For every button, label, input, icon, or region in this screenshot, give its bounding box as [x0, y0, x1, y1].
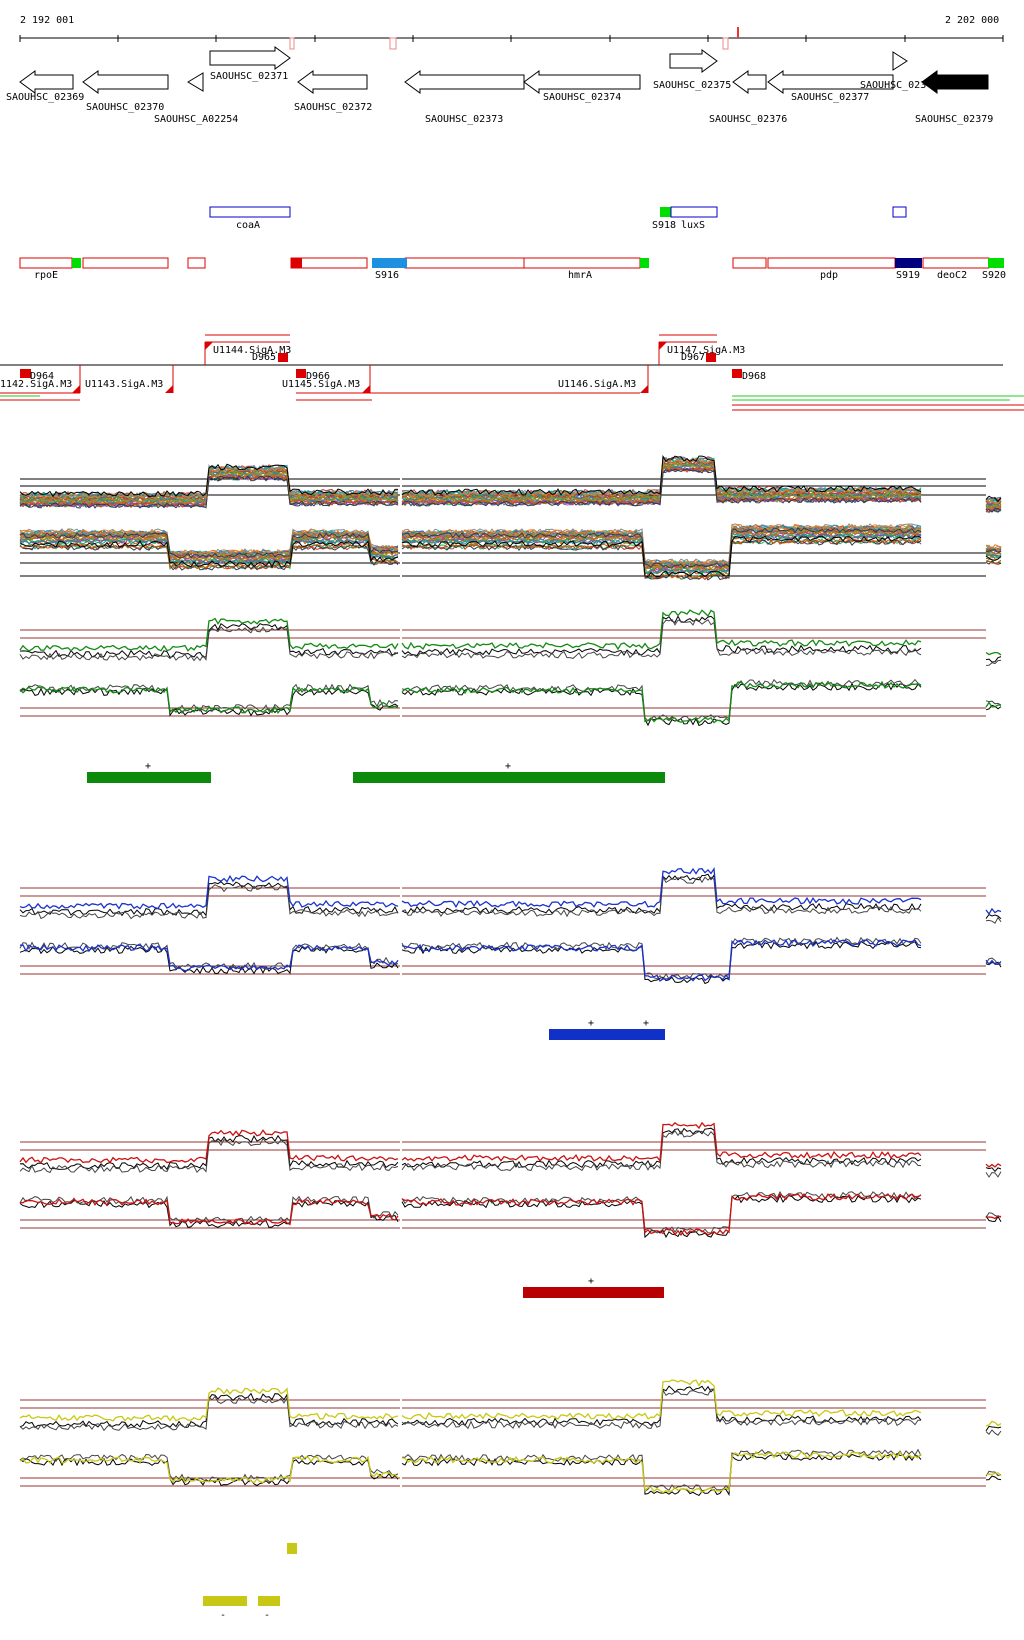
axis-start-label: 2 192 001	[20, 15, 74, 26]
expression-profile	[19, 1450, 1002, 1494]
expression-profile	[19, 680, 1002, 724]
red-feature-track: rpoE S916 hmrA pdp S919 deoC2 S920	[19, 257, 1006, 281]
expression-profile	[19, 533, 1002, 575]
segment-bar-green[interactable]	[87, 772, 211, 783]
segment-bar-green[interactable]	[353, 772, 665, 783]
segment-bar-yellow[interactable]	[258, 1596, 280, 1606]
segment-sign: -	[220, 1610, 226, 1621]
expression-profile	[19, 615, 1002, 663]
segment-bar-yellow[interactable]	[287, 1543, 297, 1554]
gene-label: SAOUHSC_02376	[709, 114, 787, 125]
terminator-label: D964	[30, 371, 54, 382]
expression-profile	[19, 1194, 1002, 1239]
operon-label: U1145.SigA.M3	[282, 379, 360, 390]
gene-label: SAOUHSC_02370	[86, 102, 164, 113]
gene-label: SAOUHSC_02371	[210, 71, 288, 82]
expression-profile	[19, 527, 1002, 569]
gene-label: SAOUHSC_02372	[294, 102, 372, 113]
gene-label: SAOUHSC_023	[860, 80, 926, 91]
terminator-label: D967	[681, 352, 705, 363]
expression-profile	[19, 1379, 1002, 1427]
expression-profile	[19, 936, 1002, 980]
segment-sign: -	[264, 1610, 270, 1621]
feature-box[interactable]	[670, 206, 718, 218]
segment-sign: +	[588, 1276, 594, 1287]
expression-profile	[19, 1192, 1002, 1237]
expression-tracks	[19, 454, 1002, 1497]
segment-sign: +	[145, 761, 151, 772]
axis-end-label: 2 202 000	[945, 15, 999, 26]
expression-profile	[19, 1121, 1002, 1168]
feature-label: coaA	[236, 220, 260, 231]
expression-profile	[19, 1448, 1002, 1493]
feature-label: S920	[982, 270, 1006, 281]
gene-arrow[interactable]	[82, 70, 169, 94]
feature-label: deoC2	[937, 270, 967, 281]
feature-label: luxS	[681, 220, 705, 231]
operon-label: U1144.SigA.M3	[213, 345, 291, 356]
gene-arrow[interactable]	[19, 70, 74, 94]
segment-bar-blue[interactable]	[549, 1029, 665, 1040]
feature-label: S918	[652, 220, 676, 231]
gene-arrow[interactable]	[523, 70, 641, 94]
gene-label: SAOUHSC_02373	[425, 114, 503, 125]
feature-label: S919	[896, 270, 920, 281]
expression-profile	[19, 939, 1002, 982]
expression-profile	[19, 1190, 1002, 1234]
gene-arrow[interactable]	[732, 70, 767, 94]
terminator-label: D966	[306, 371, 330, 382]
transcription-unit-track: U1144.SigA.M3 U1147.SigA.M3 1142.SigA.M3…	[0, 334, 1024, 411]
segment-sign: +	[643, 1018, 649, 1029]
gene-label: SAOUHSC_02377	[791, 92, 869, 103]
expression-profile	[19, 535, 1002, 578]
gene-arrow[interactable]	[892, 51, 908, 71]
feature-label: rpoE	[34, 270, 58, 281]
gene-track: SAOUHSC_02369 SAOUHSC_02370 SAOUHSC_A022…	[6, 46, 993, 125]
gene-label: SAOUHSC_A02254	[154, 114, 238, 125]
segment-bar-red[interactable]	[523, 1287, 664, 1298]
segment-sign: +	[588, 1018, 594, 1029]
gene-arrow[interactable]	[404, 70, 525, 94]
feature-label: S916	[375, 270, 399, 281]
feature-box[interactable]	[209, 206, 291, 218]
gene-arrow[interactable]	[209, 46, 291, 70]
gene-label: SAOUHSC_02374	[543, 92, 621, 103]
feature-label: hmrA	[568, 270, 592, 281]
operon-label: 1142.SigA.M3	[0, 379, 72, 390]
gene-arrow[interactable]	[297, 70, 368, 94]
segment-sign: +	[505, 761, 511, 772]
coordinate-axis: 2 192 001 2 202 000	[19, 15, 1004, 50]
expression-profile	[19, 1130, 1002, 1178]
expression-profile	[19, 454, 1002, 503]
terminator-label: D965	[252, 352, 276, 363]
segment-bars: + + + + + - -	[87, 761, 665, 1621]
gene-label: SAOUHSC_02379	[915, 114, 993, 125]
gene-arrow[interactable]	[187, 72, 204, 92]
terminator-label: D968	[742, 371, 766, 382]
feature-box[interactable]	[660, 207, 671, 217]
feature-label: pdp	[820, 270, 838, 281]
blue-feature-track: coaA S918 luxS	[209, 206, 907, 231]
operon-label: U1147.SigA.M3	[667, 345, 745, 356]
expression-profile	[19, 529, 1002, 571]
operon-label: U1146.SigA.M3	[558, 379, 636, 390]
expression-profile	[19, 867, 1002, 916]
expression-profile	[19, 875, 1002, 924]
operon-label: U1143.SigA.M3	[85, 379, 163, 390]
segment-bar-yellow[interactable]	[203, 1596, 247, 1606]
feature-box[interactable]	[892, 206, 907, 218]
gene-arrow[interactable]	[767, 70, 894, 94]
gene-arrow[interactable]	[669, 49, 718, 73]
gene-arrow-filled[interactable]	[921, 70, 989, 94]
gene-label: SAOUHSC_02375	[653, 80, 731, 91]
expression-profile	[19, 468, 1002, 513]
expression-profile	[19, 609, 1002, 656]
expression-profile	[19, 617, 1002, 666]
gene-label: SAOUHSC_02369	[6, 92, 84, 103]
